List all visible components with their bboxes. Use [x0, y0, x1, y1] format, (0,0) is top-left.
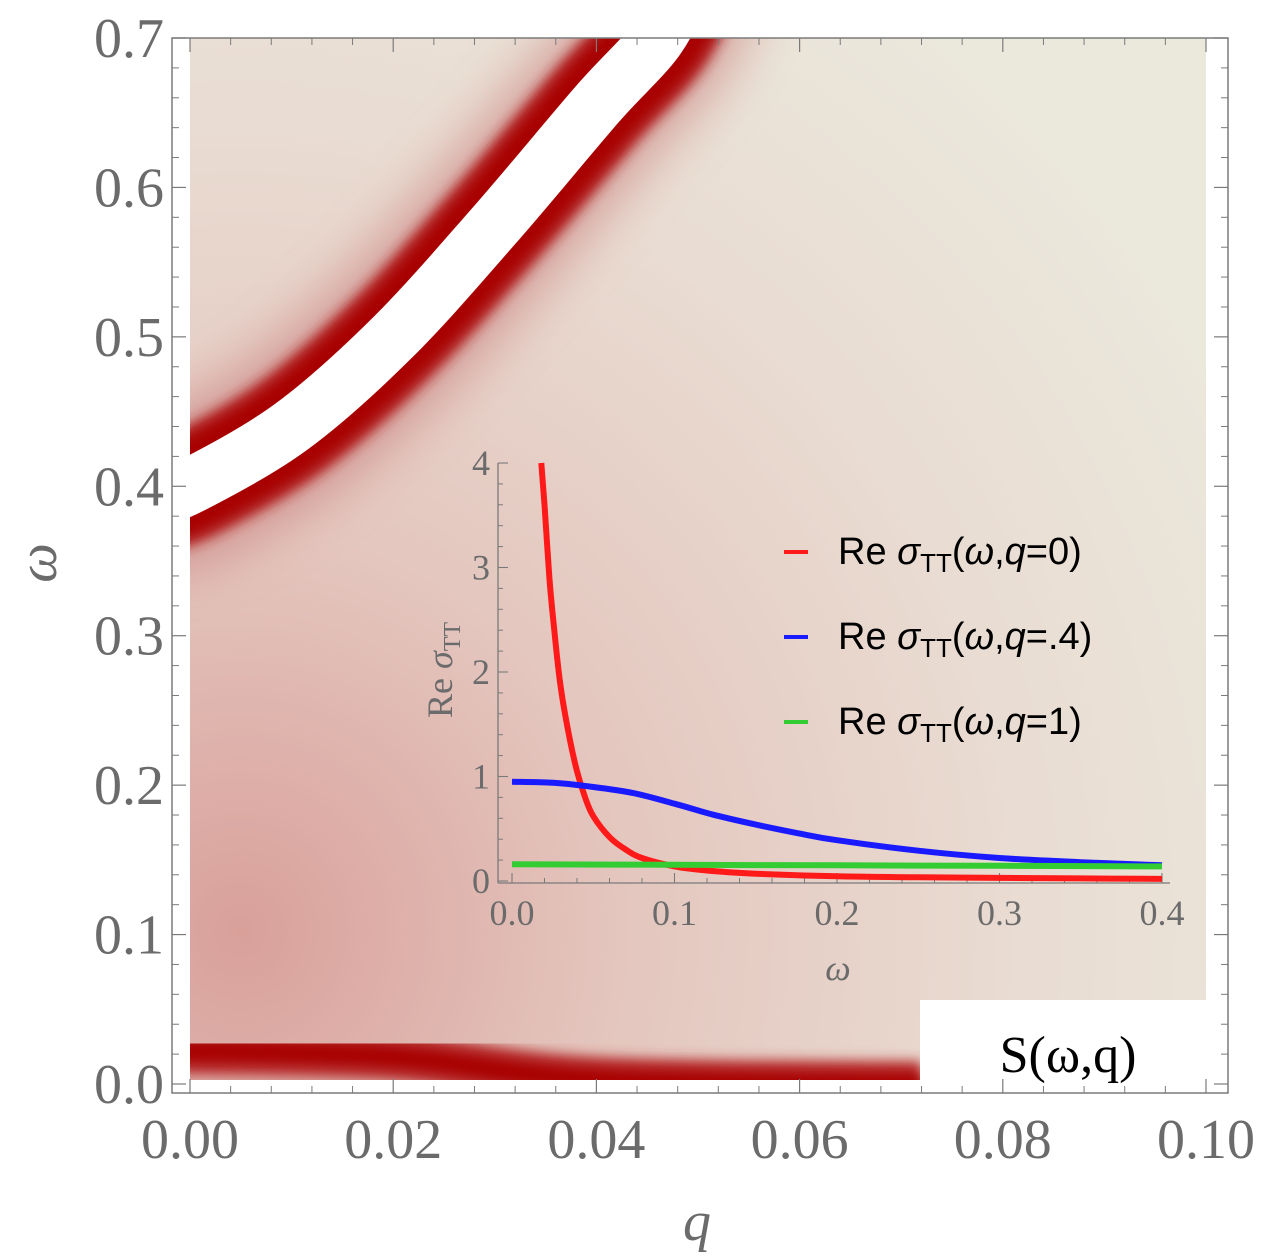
main-plot-frame — [171, 37, 1229, 1094]
legend-label-q1: Re σTT(ω,q=1) — [838, 701, 1082, 748]
legend-label-prefix: Re — [838, 616, 897, 658]
main-y-tick-label: 0.1 — [94, 905, 164, 967]
legend-label-value: =.4) — [1026, 616, 1093, 658]
main-y-tick-label: 0.5 — [94, 307, 164, 369]
inset-x-axis-title: ω — [825, 948, 850, 988]
main-x-axis-title: q — [683, 1191, 711, 1253]
legend-label-prefix: Re — [838, 701, 897, 743]
legend-label-subscript: TT — [920, 633, 952, 663]
legend-label-q: q — [1005, 531, 1026, 573]
inset-y-tick-label: 2 — [472, 652, 490, 692]
legend-label-q0: Re σTT(ω,q=0) — [838, 531, 1082, 578]
main-y-tick-labels: 0.0 0.1 0.2 0.3 0.4 0.5 0.6 0.7 — [94, 8, 164, 1116]
chart-title: S(ω,q) — [1000, 1027, 1137, 1084]
title-box — [920, 1000, 1210, 1092]
inset-y-axis-title-sigma: σ — [420, 650, 460, 669]
legend-label-paren: ( — [952, 616, 965, 658]
legend-label-q: q — [1005, 701, 1026, 743]
heatmap-bottom-strip — [190, 1080, 1206, 1088]
main-frame-rect — [171, 37, 1229, 1094]
inset-x-tick-label: 0.0 — [490, 893, 535, 933]
legend-label-paren: ( — [952, 701, 965, 743]
main-x-tick-label: 0.10 — [1157, 1109, 1255, 1171]
legend-label-q: q — [1005, 616, 1026, 658]
heatmap-background — [190, 38, 1206, 1088]
legend-label-prefix: Re — [838, 531, 897, 573]
main-x-tick-label: 0.04 — [547, 1109, 645, 1171]
legend-label-sigma: σ — [897, 616, 922, 658]
inset-y-axis-title: Re σTT — [420, 622, 466, 718]
inset-axis-ticks — [498, 462, 1163, 883]
inset-y-tick-labels: 0 1 2 3 4 — [472, 443, 490, 901]
legend-label-subscript: TT — [920, 548, 952, 578]
inset-legend: Re σTT(ω,q=0)Re σTT(ω,q=.4)Re σTT(ω,q=1) — [784, 531, 1092, 748]
main-axis-ticks — [172, 37, 1228, 1093]
inset-series-q0-line — [538, 462, 1163, 882]
legend-label-comma: , — [994, 616, 1005, 658]
main-x-tick-label: 0.00 — [141, 1109, 239, 1171]
main-x-tick-label: 0.06 — [751, 1109, 849, 1171]
inset-x-tick-label: 0.1 — [652, 893, 697, 933]
legend-label-omega: ω — [964, 531, 994, 573]
inset-y-axis-title-prefix: Re — [420, 669, 460, 718]
main-y-tick-label: 0.2 — [94, 755, 164, 817]
inset-x-tick-label: 0.2 — [815, 893, 860, 933]
inset-x-tick-label: 0.4 — [1140, 893, 1185, 933]
main-y-tick-label: 0.3 — [94, 606, 164, 668]
legend-label-comma: , — [994, 531, 1005, 573]
inset-series-q1-line — [511, 861, 1163, 870]
legend-label-q04: Re σTT(ω,q=.4) — [838, 616, 1092, 663]
inset-y-tick-label: 1 — [472, 757, 490, 797]
legend-label-paren: ( — [952, 531, 965, 573]
main-y-axis-title: ω — [7, 543, 69, 583]
legend-label-value: =1) — [1026, 701, 1082, 743]
main-x-tick-labels: 0.00 0.02 0.04 0.06 0.08 0.10 — [141, 1109, 1255, 1171]
legend-label-sigma: σ — [897, 701, 922, 743]
main-y-tick-label: 0.0 — [94, 1054, 164, 1116]
legend-label-comma: , — [994, 701, 1005, 743]
inset-series-lines — [511, 462, 1163, 882]
inset-x-tick-label: 0.3 — [977, 893, 1022, 933]
inset-series-q04-line — [511, 778, 1163, 869]
main-x-tick-label: 0.02 — [344, 1109, 442, 1171]
heatmap-band-dispersion-saturated — [190, 38, 691, 518]
inset-y-tick-label: 4 — [472, 443, 490, 483]
inset-y-axis-title-sub: TT — [440, 622, 466, 652]
legend-label-omega: ω — [964, 616, 994, 658]
legend-label-value: =0) — [1026, 531, 1082, 573]
legend-label-sigma: σ — [897, 531, 922, 573]
legend-label-subscript: TT — [920, 718, 952, 748]
main-x-tick-label: 0.08 — [954, 1109, 1052, 1171]
main-y-tick-label: 0.4 — [94, 456, 164, 518]
inset-y-tick-label: 3 — [472, 548, 490, 588]
main-y-tick-label: 0.6 — [94, 157, 164, 219]
heatmap-layer — [190, 38, 1206, 1088]
main-y-tick-label: 0.7 — [94, 8, 164, 70]
legend-label-omega: ω — [964, 701, 994, 743]
inset-y-tick-label: 0 — [472, 861, 490, 901]
inset-x-tick-labels: 0.0 0.1 0.2 0.3 0.4 — [490, 893, 1185, 933]
